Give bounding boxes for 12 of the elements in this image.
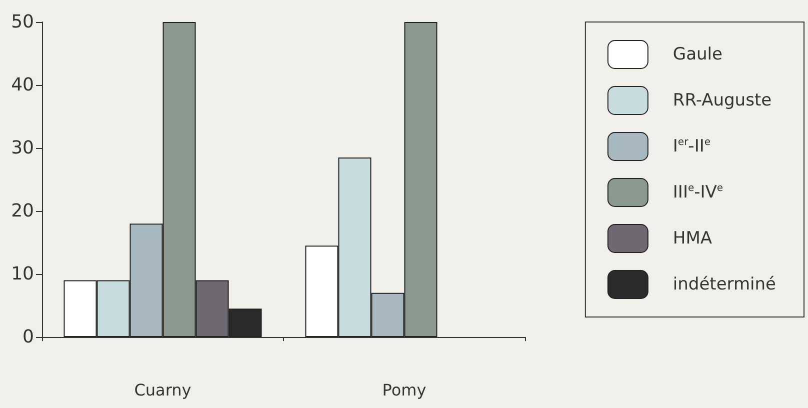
legend-label: indéterminé (672, 274, 776, 294)
legend-label: RR-Auguste (672, 90, 772, 110)
x-tick-label: Pomy (382, 380, 426, 400)
y-tick-label: 50 (11, 12, 34, 32)
legend-label: Gaule (672, 44, 722, 64)
y-tick-label: 0 (22, 326, 34, 348)
y-tick-label: 30 (11, 138, 34, 158)
y-tick-label: 10 (11, 264, 34, 284)
y-tick-label: 20 (11, 200, 34, 222)
legend-label: HMA (672, 228, 712, 248)
y-tick-label: 40 (11, 74, 34, 96)
x-tick-label: Cuarny (134, 380, 192, 400)
